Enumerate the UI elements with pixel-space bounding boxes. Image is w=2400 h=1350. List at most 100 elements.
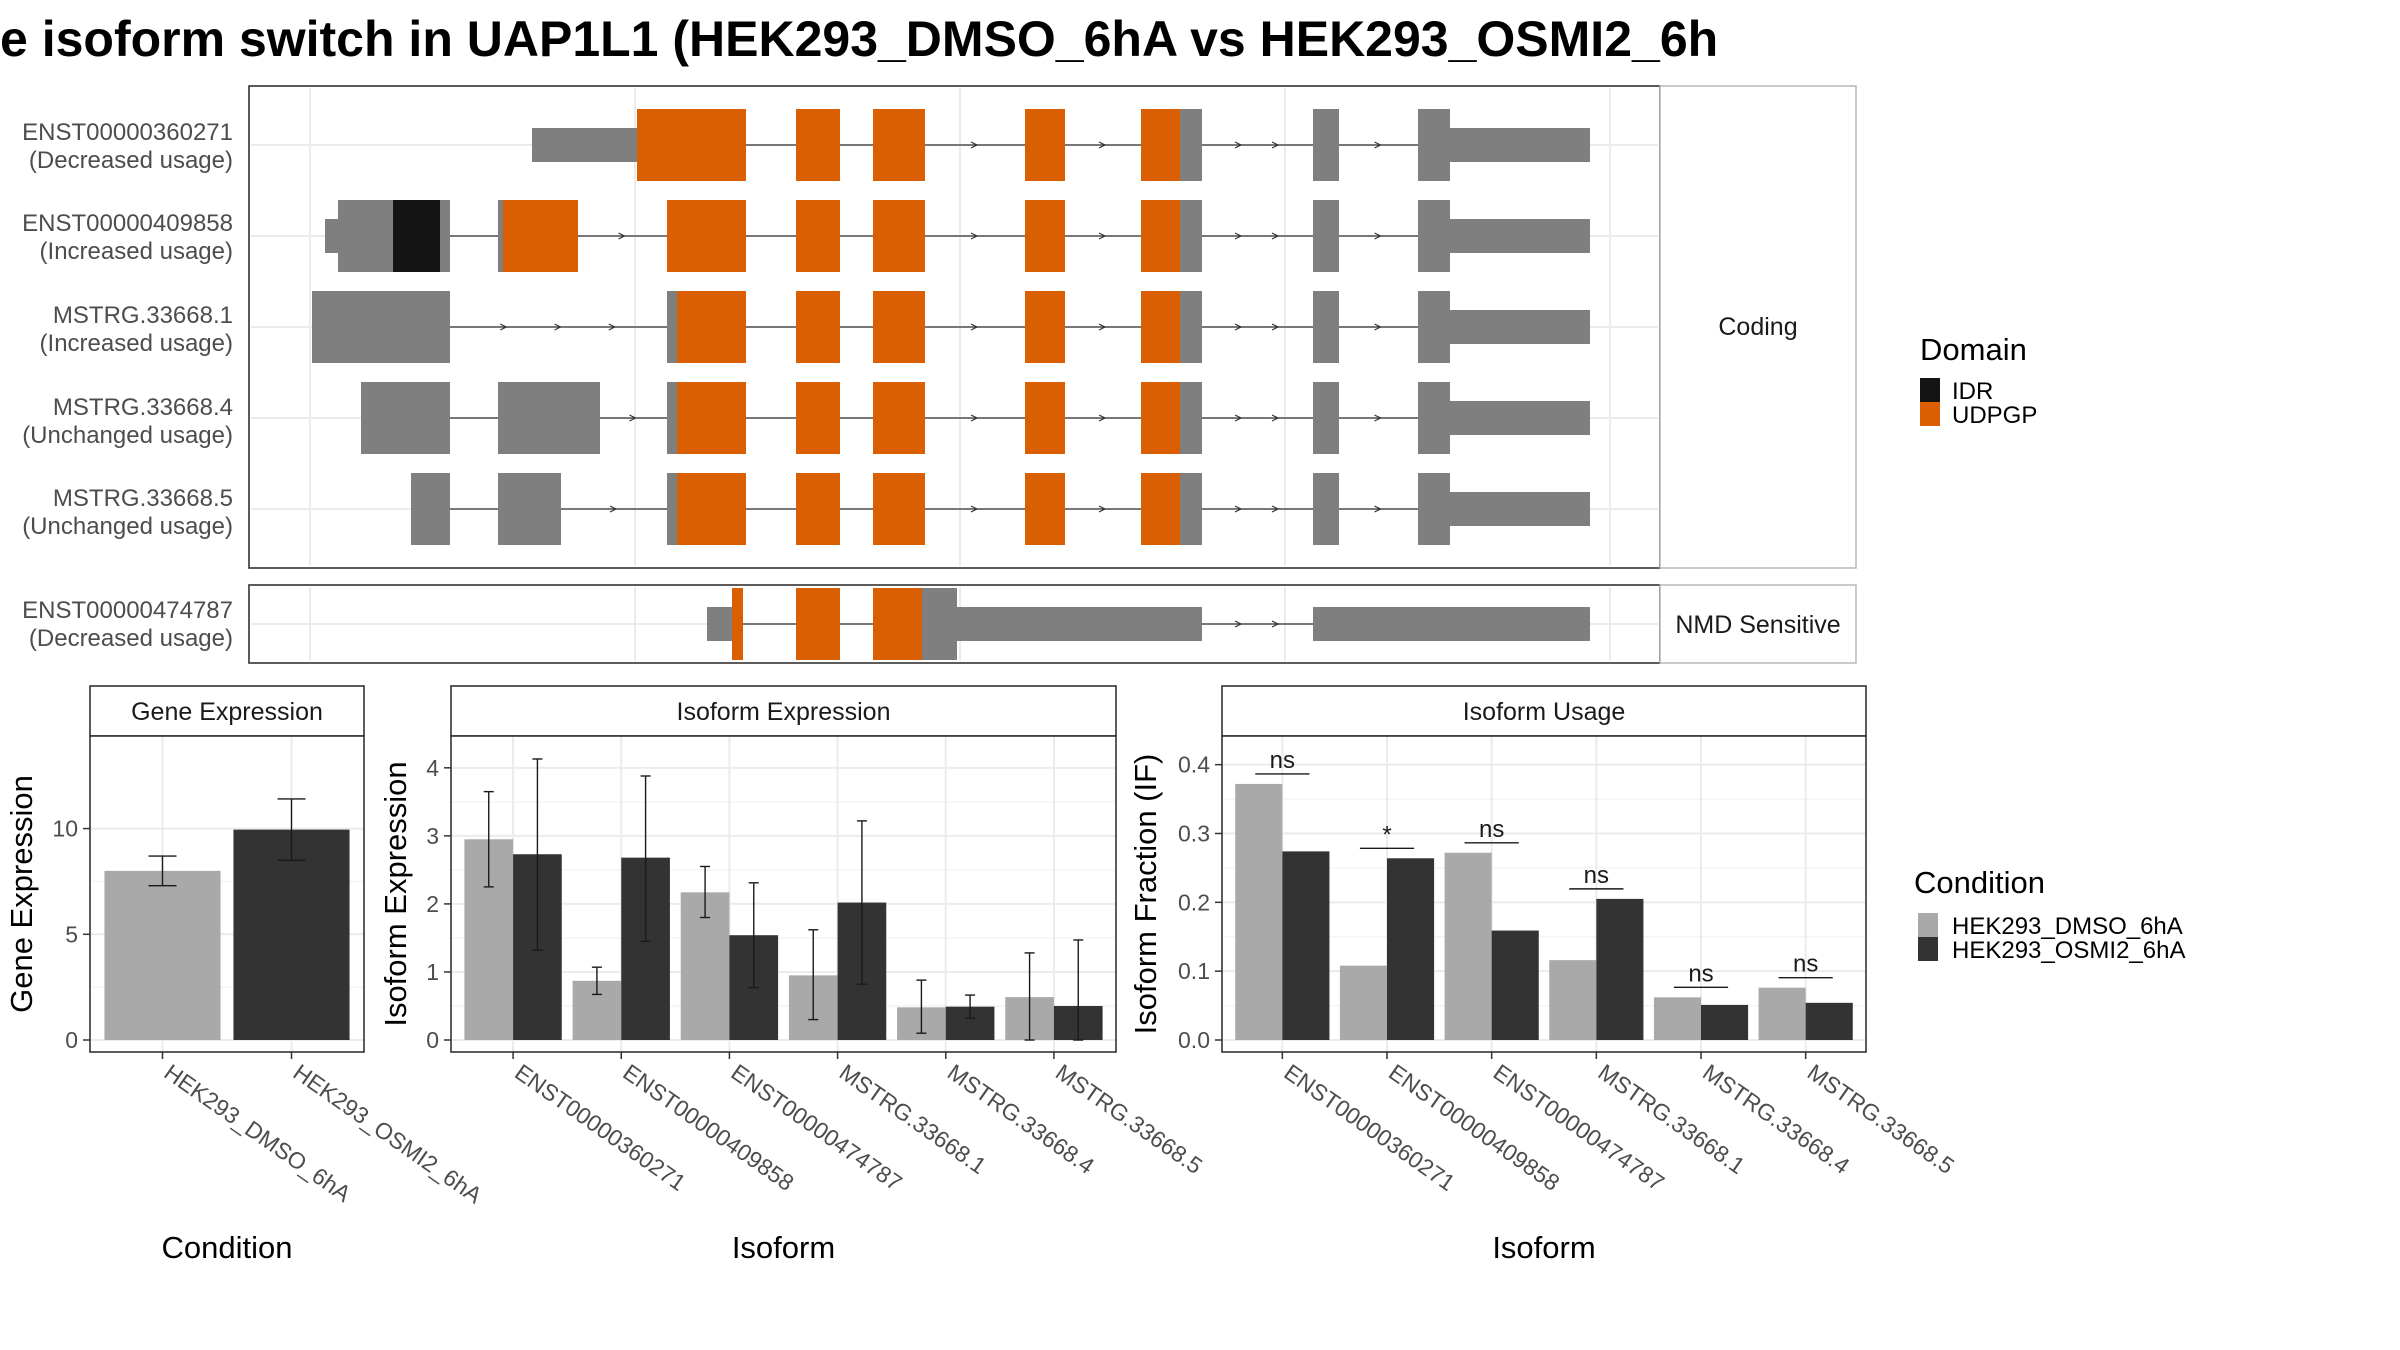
intron-arrow [970, 141, 979, 149]
intron-arrow [1271, 141, 1280, 149]
significance-label: ns [1688, 960, 1713, 987]
bar-enst00000474787-osmi2 [1491, 930, 1539, 1040]
intron-arrow [608, 323, 617, 331]
udpgp-domain [637, 109, 746, 181]
cds-exon [1313, 473, 1339, 545]
intron-arrow [970, 323, 979, 331]
nmd-strip-label: NMD Sensitive [1675, 611, 1840, 639]
bar-hek293-dmso-6ha [104, 870, 221, 1040]
bar-mstrg-33668-5-dmso [1758, 987, 1806, 1040]
bar-mstrg-33668-1-osmi2 [1596, 898, 1644, 1040]
intron-arrow [1098, 323, 1107, 331]
coding-strip [1659, 85, 1857, 569]
cds-exon [1418, 382, 1450, 454]
intron-arrow [970, 414, 979, 422]
coding-strip-label: Coding [1718, 313, 1797, 341]
cds-exon [498, 200, 503, 272]
panel-title: Gene Expression [131, 698, 323, 726]
y-tick-label: 0.4 [1178, 752, 1210, 778]
udpgp-domain [1025, 109, 1065, 181]
intron-arrow [1271, 232, 1280, 240]
gene-expression-panel: Gene Expression0510HEK293_DMSO_6hAHEK293… [4, 685, 487, 1265]
intron-arrow [970, 505, 979, 513]
condition-legend-title: Condition [1914, 865, 2045, 900]
panel-strip [89, 685, 365, 737]
udpgp-domain [677, 291, 746, 363]
intron-arrow [499, 323, 508, 331]
cds-exon [1180, 382, 1202, 454]
udpgp-domain [796, 291, 840, 363]
intron-arrow [970, 232, 979, 240]
cds-exon [1180, 109, 1202, 181]
significance-label: * [1382, 821, 1391, 848]
x-tick-label: ENST00000360271 [1279, 1059, 1459, 1196]
udpgp-domain [796, 382, 840, 454]
y-tick-label: 2 [426, 891, 439, 917]
transcript-usage-1: (Decreased usage) [29, 147, 233, 174]
udpgp-domain [503, 200, 578, 272]
legend-label-udpgp: UDPGP [1952, 402, 2037, 429]
udpgp-domain [796, 109, 840, 181]
intron-arrow [629, 414, 637, 422]
udpgp-domain [1141, 473, 1180, 545]
cds-exon [1313, 382, 1339, 454]
intron-arrow [1374, 141, 1382, 149]
intron-arrow [1098, 141, 1107, 149]
utr-exon [1450, 219, 1590, 253]
significance-label: ns [1793, 951, 1818, 978]
cds-exon [312, 291, 450, 363]
bar-mstrg-33668-5-osmi2 [1805, 1002, 1853, 1040]
utr-exon [1450, 128, 1590, 162]
intron-arrow [1234, 232, 1243, 240]
y-tick-label: 0.2 [1178, 889, 1210, 915]
cds-exon [1418, 109, 1450, 181]
cds-exon [667, 291, 677, 363]
udpgp-domain [796, 200, 840, 272]
cds-exon [440, 200, 450, 272]
intron-arrow [1271, 414, 1280, 422]
bar-hek293-osmi2-6ha [233, 829, 350, 1040]
panel-border [1221, 735, 1867, 1053]
intron-arrow [1374, 232, 1382, 240]
cds-exon [498, 382, 600, 454]
utr-exon [325, 219, 338, 253]
panel-title: Isoform Usage [1463, 698, 1626, 726]
udpgp-domain [677, 473, 746, 545]
udpgp-domain [1141, 200, 1180, 272]
significance-label: ns [1479, 816, 1504, 843]
structure-tracks [312, 109, 1590, 660]
transcript-label-5: MSTRG.33668.5 [53, 485, 233, 512]
intron-arrow [1234, 414, 1243, 422]
utr-exon [1450, 310, 1590, 344]
legend-swatch-udpgp [1920, 402, 1940, 426]
utr-exon [707, 607, 732, 641]
transcript-label-3: MSTRG.33668.1 [53, 302, 233, 329]
udpgp-domain [1025, 291, 1065, 363]
legend-label-dmso: HEK293_DMSO_6hA [1952, 913, 2183, 940]
bar-mstrg-33668-1-dmso [1549, 960, 1597, 1040]
legend-swatch-osmi2 [1918, 937, 1938, 961]
utr-exon [532, 128, 637, 162]
utr-exon [957, 607, 1202, 641]
x-tick-label: ENST00000474787 [1489, 1059, 1669, 1196]
y-tick-label: 0.3 [1178, 820, 1210, 846]
udpgp-domain [796, 473, 840, 545]
bar-enst00000474787-dmso [1444, 852, 1492, 1040]
udpgp-domain [732, 588, 743, 660]
cds-exon [667, 382, 677, 454]
nmd-strip [1659, 584, 1857, 664]
intron-arrow [1374, 505, 1382, 513]
x-axis-title: Isoform [732, 1230, 835, 1265]
y-tick-label: 0 [426, 1027, 439, 1053]
bar-enst00000409858-dmso [1339, 965, 1387, 1040]
bar-enst00000360271-osmi2 [1282, 851, 1330, 1040]
isoform-expression-panel: Isoform Expression01234ENST00000360271EN… [378, 685, 1207, 1265]
transcript-label-4: MSTRG.33668.4 [53, 394, 233, 421]
intron-arrow [1374, 414, 1382, 422]
isoform-usage-panel: Isoform Usage ns * ns ns ns ns 0.0 0.1 0.2 0.3 0.4 E… [1128, 685, 1959, 1265]
panel-strip [1221, 685, 1867, 737]
bar-enst00000360271-dmso [1235, 783, 1283, 1040]
legend-label-osmi2: HEK293_OSMI2_6hA [1952, 937, 2185, 964]
cds-exon [361, 382, 450, 454]
intron-arrow [1374, 323, 1382, 331]
